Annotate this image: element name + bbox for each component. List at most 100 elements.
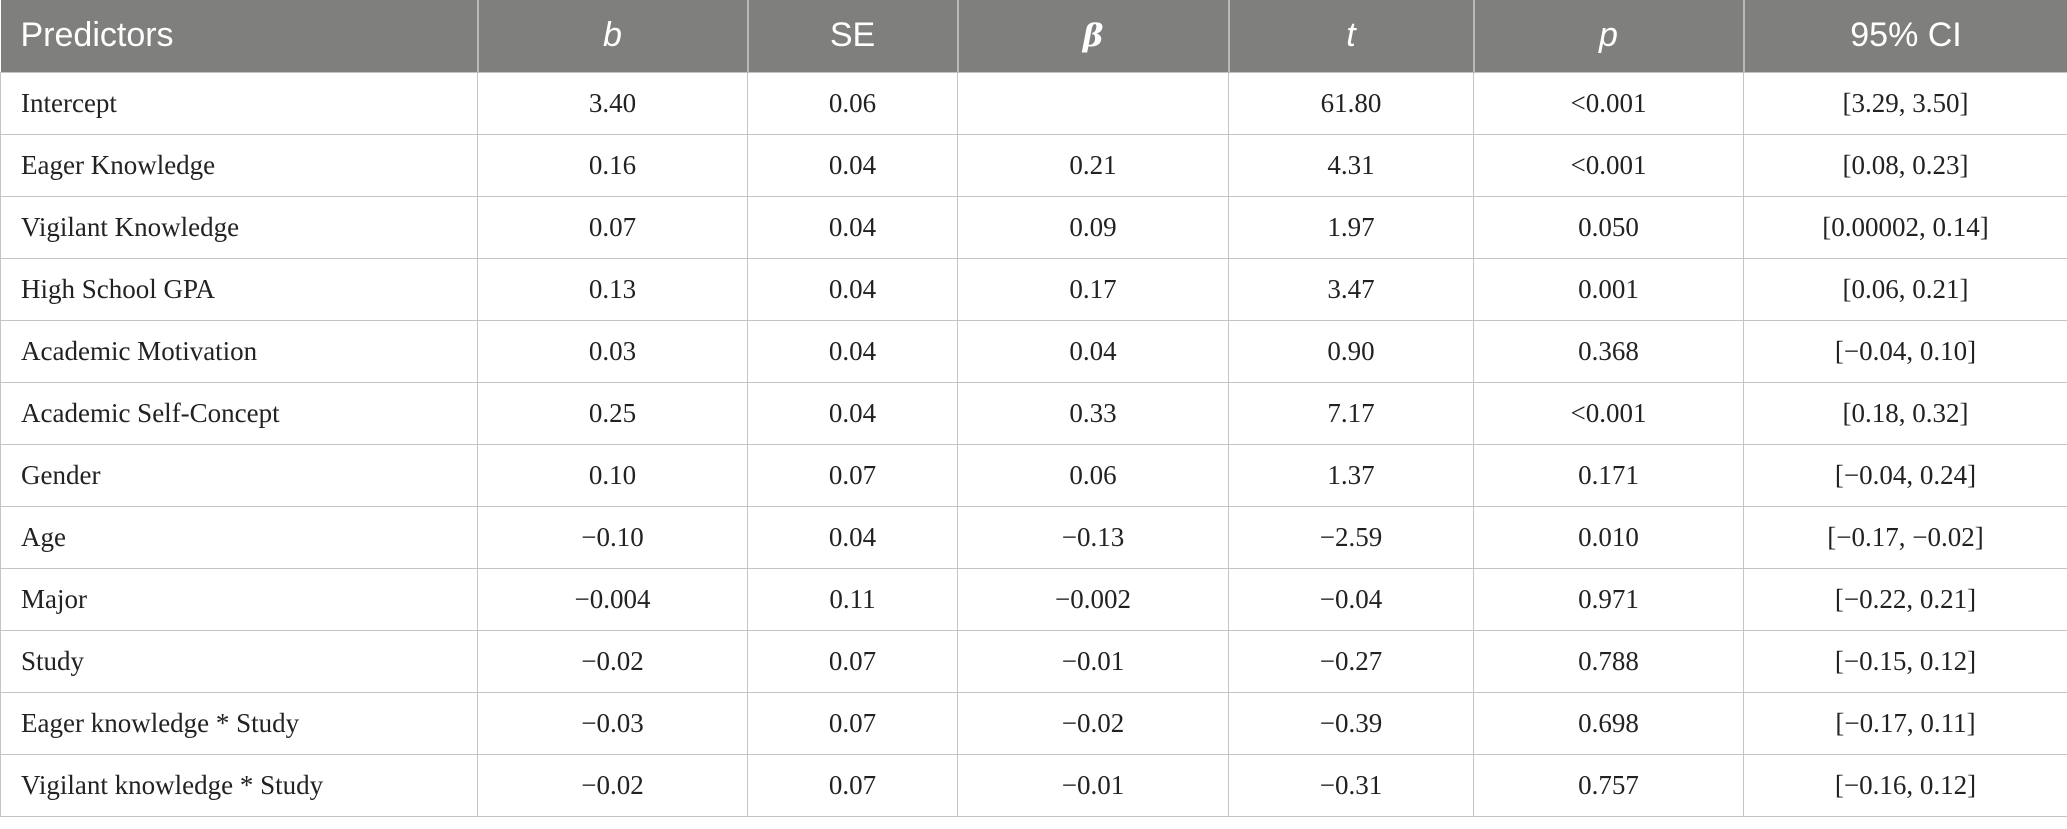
header-p: p <box>1472 0 1744 72</box>
cell-ci: [0.08, 0.23] <box>1743 133 2067 197</box>
header-predictors: Predictors <box>0 0 478 72</box>
cell-ci: [−0.04, 0.24] <box>1743 443 2067 507</box>
cell-b: 0.25 <box>477 381 748 445</box>
cell-ci: [0.06, 0.21] <box>1743 257 2067 321</box>
cell-beta: 0.33 <box>957 381 1229 445</box>
cell-t: 4.31 <box>1228 133 1474 197</box>
table-row: Vigilant Knowledge 0.07 0.04 0.09 1.97 0.050[… <box>0 195 2067 259</box>
cell-p: <0.001 <box>1473 381 1744 445</box>
cell-se: 0.07 <box>747 443 958 507</box>
cell-t: −0.27 <box>1228 629 1474 693</box>
cell-t: −2.59 <box>1228 505 1474 569</box>
cell-p: <0.001 <box>1473 133 1744 197</box>
header-beta: β <box>956 0 1229 72</box>
table-row: Intercept 3.40 0.06 61.80 <0.001 [3.29, 3.50] <box>0 71 2067 135</box>
cell-ci: [−0.22, 0.21] <box>1743 567 2067 631</box>
table-row: Vigilant knowledge * Study −0.02 0.07 −0.01… <box>0 753 2067 817</box>
cell-beta: −0.02 <box>957 691 1229 755</box>
cell-se: 0.07 <box>747 629 958 693</box>
cell-p: 0.698 <box>1473 691 1744 755</box>
cell-beta: 0.17 <box>957 257 1229 321</box>
cell-ci: [−0.17, 0.11] <box>1743 691 2067 755</box>
cell-b: −0.10 <box>477 505 748 569</box>
cell-beta: 0.21 <box>957 133 1229 197</box>
table-row: High School GPA 0.13 0.04 0.17 3.47 0.001 [0.0… <box>0 257 2067 321</box>
cell-ci: [0.18, 0.32] <box>1743 381 2067 445</box>
table-row: Eager knowledge * Study −0.03 0.07 −0.02 −0.… <box>0 691 2067 755</box>
cell-p: <0.001 <box>1473 71 1744 135</box>
header-b: b <box>476 0 748 72</box>
cell-b: 0.07 <box>477 195 748 259</box>
cell-beta: −0.13 <box>957 505 1229 569</box>
table-row: Age −0.10 0.04 −0.13 −2.59 0.010 [−0.17, −0.02… <box>0 505 2067 569</box>
cell-p: 0.050 <box>1473 195 1744 259</box>
cell-predictor: Intercept <box>0 71 478 135</box>
header-t: t <box>1227 0 1474 72</box>
cell-b: 0.03 <box>477 319 748 383</box>
cell-beta <box>957 71 1229 135</box>
cell-p: 0.368 <box>1473 319 1744 383</box>
cell-beta: −0.002 <box>957 567 1229 631</box>
cell-predictor: Vigilant Knowledge <box>0 195 478 259</box>
cell-beta: 0.09 <box>957 195 1229 259</box>
table-row: Academic Motivation 0.03 0.04 0.04 0.90 0.368… <box>0 319 2067 383</box>
table-body: Intercept 3.40 0.06 61.80 <0.001 [3.29, 3.50]… <box>0 71 2067 817</box>
table-row: Major −0.004 0.11 −0.002 −0.04 0.971 [−0.22, 0… <box>0 567 2067 631</box>
cell-ci: [−0.16, 0.12] <box>1743 753 2067 817</box>
table-row: Study −0.02 0.07 −0.01 −0.27 0.788 [−0.15, 0.1… <box>0 629 2067 693</box>
cell-predictor: Gender <box>0 443 478 507</box>
cell-ci: [3.29, 3.50] <box>1743 71 2067 135</box>
cell-se: 0.06 <box>747 71 958 135</box>
cell-t: −0.31 <box>1228 753 1474 817</box>
table-row: Academic Self-Concept 0.25 0.04 0.33 7.17 <0.… <box>0 381 2067 445</box>
cell-predictor: Age <box>0 505 478 569</box>
cell-p: 0.010 <box>1473 505 1744 569</box>
cell-se: 0.04 <box>747 319 958 383</box>
cell-t: 7.17 <box>1228 381 1474 445</box>
header-ci: 95% CI <box>1742 0 2067 72</box>
header-se: SE <box>746 0 958 72</box>
table-row: Gender 0.10 0.07 0.06 1.37 0.171 [−0.04, 0.24] <box>0 443 2067 507</box>
table-row: Eager Knowledge 0.16 0.04 0.21 4.31 <0.001 [0.… <box>0 133 2067 197</box>
cell-se: 0.04 <box>747 257 958 321</box>
cell-t: −0.04 <box>1228 567 1474 631</box>
cell-predictor: Major <box>0 567 478 631</box>
cell-se: 0.04 <box>747 133 958 197</box>
cell-predictor: High School GPA <box>0 257 478 321</box>
cell-beta: 0.04 <box>957 319 1229 383</box>
cell-t: 61.80 <box>1228 71 1474 135</box>
cell-t: −0.39 <box>1228 691 1474 755</box>
header-row: Predictors b SE β t p 95% CI <box>0 0 2067 72</box>
cell-p: 0.001 <box>1473 257 1744 321</box>
cell-b: 0.13 <box>477 257 748 321</box>
cell-b: 0.16 <box>477 133 748 197</box>
cell-predictor: Study <box>0 629 478 693</box>
cell-p: 0.971 <box>1473 567 1744 631</box>
cell-predictor: Vigilant knowledge * Study <box>0 753 478 817</box>
cell-beta: 0.06 <box>957 443 1229 507</box>
table-header: Predictors b SE β t p 95% CI <box>0 0 2067 72</box>
cell-se: 0.04 <box>747 195 958 259</box>
cell-predictor: Academic Self-Concept <box>0 381 478 445</box>
cell-ci: [−0.04, 0.10] <box>1743 319 2067 383</box>
cell-se: 0.07 <box>747 691 958 755</box>
cell-t: 3.47 <box>1228 257 1474 321</box>
cell-b: −0.03 <box>477 691 748 755</box>
cell-beta: −0.01 <box>957 629 1229 693</box>
cell-b: −0.02 <box>477 629 748 693</box>
cell-se: 0.04 <box>747 381 958 445</box>
cell-p: 0.171 <box>1473 443 1744 507</box>
cell-predictor: Eager knowledge * Study <box>0 691 478 755</box>
cell-se: 0.04 <box>747 505 958 569</box>
cell-ci: [0.00002, 0.14] <box>1743 195 2067 259</box>
cell-ci: [−0.17, −0.02] <box>1743 505 2067 569</box>
cell-se: 0.11 <box>747 567 958 631</box>
cell-b: 0.10 <box>477 443 748 507</box>
cell-p: 0.757 <box>1473 753 1744 817</box>
cell-t: 1.97 <box>1228 195 1474 259</box>
cell-t: 0.90 <box>1228 319 1474 383</box>
cell-b: 3.40 <box>477 71 748 135</box>
cell-b: −0.02 <box>477 753 748 817</box>
